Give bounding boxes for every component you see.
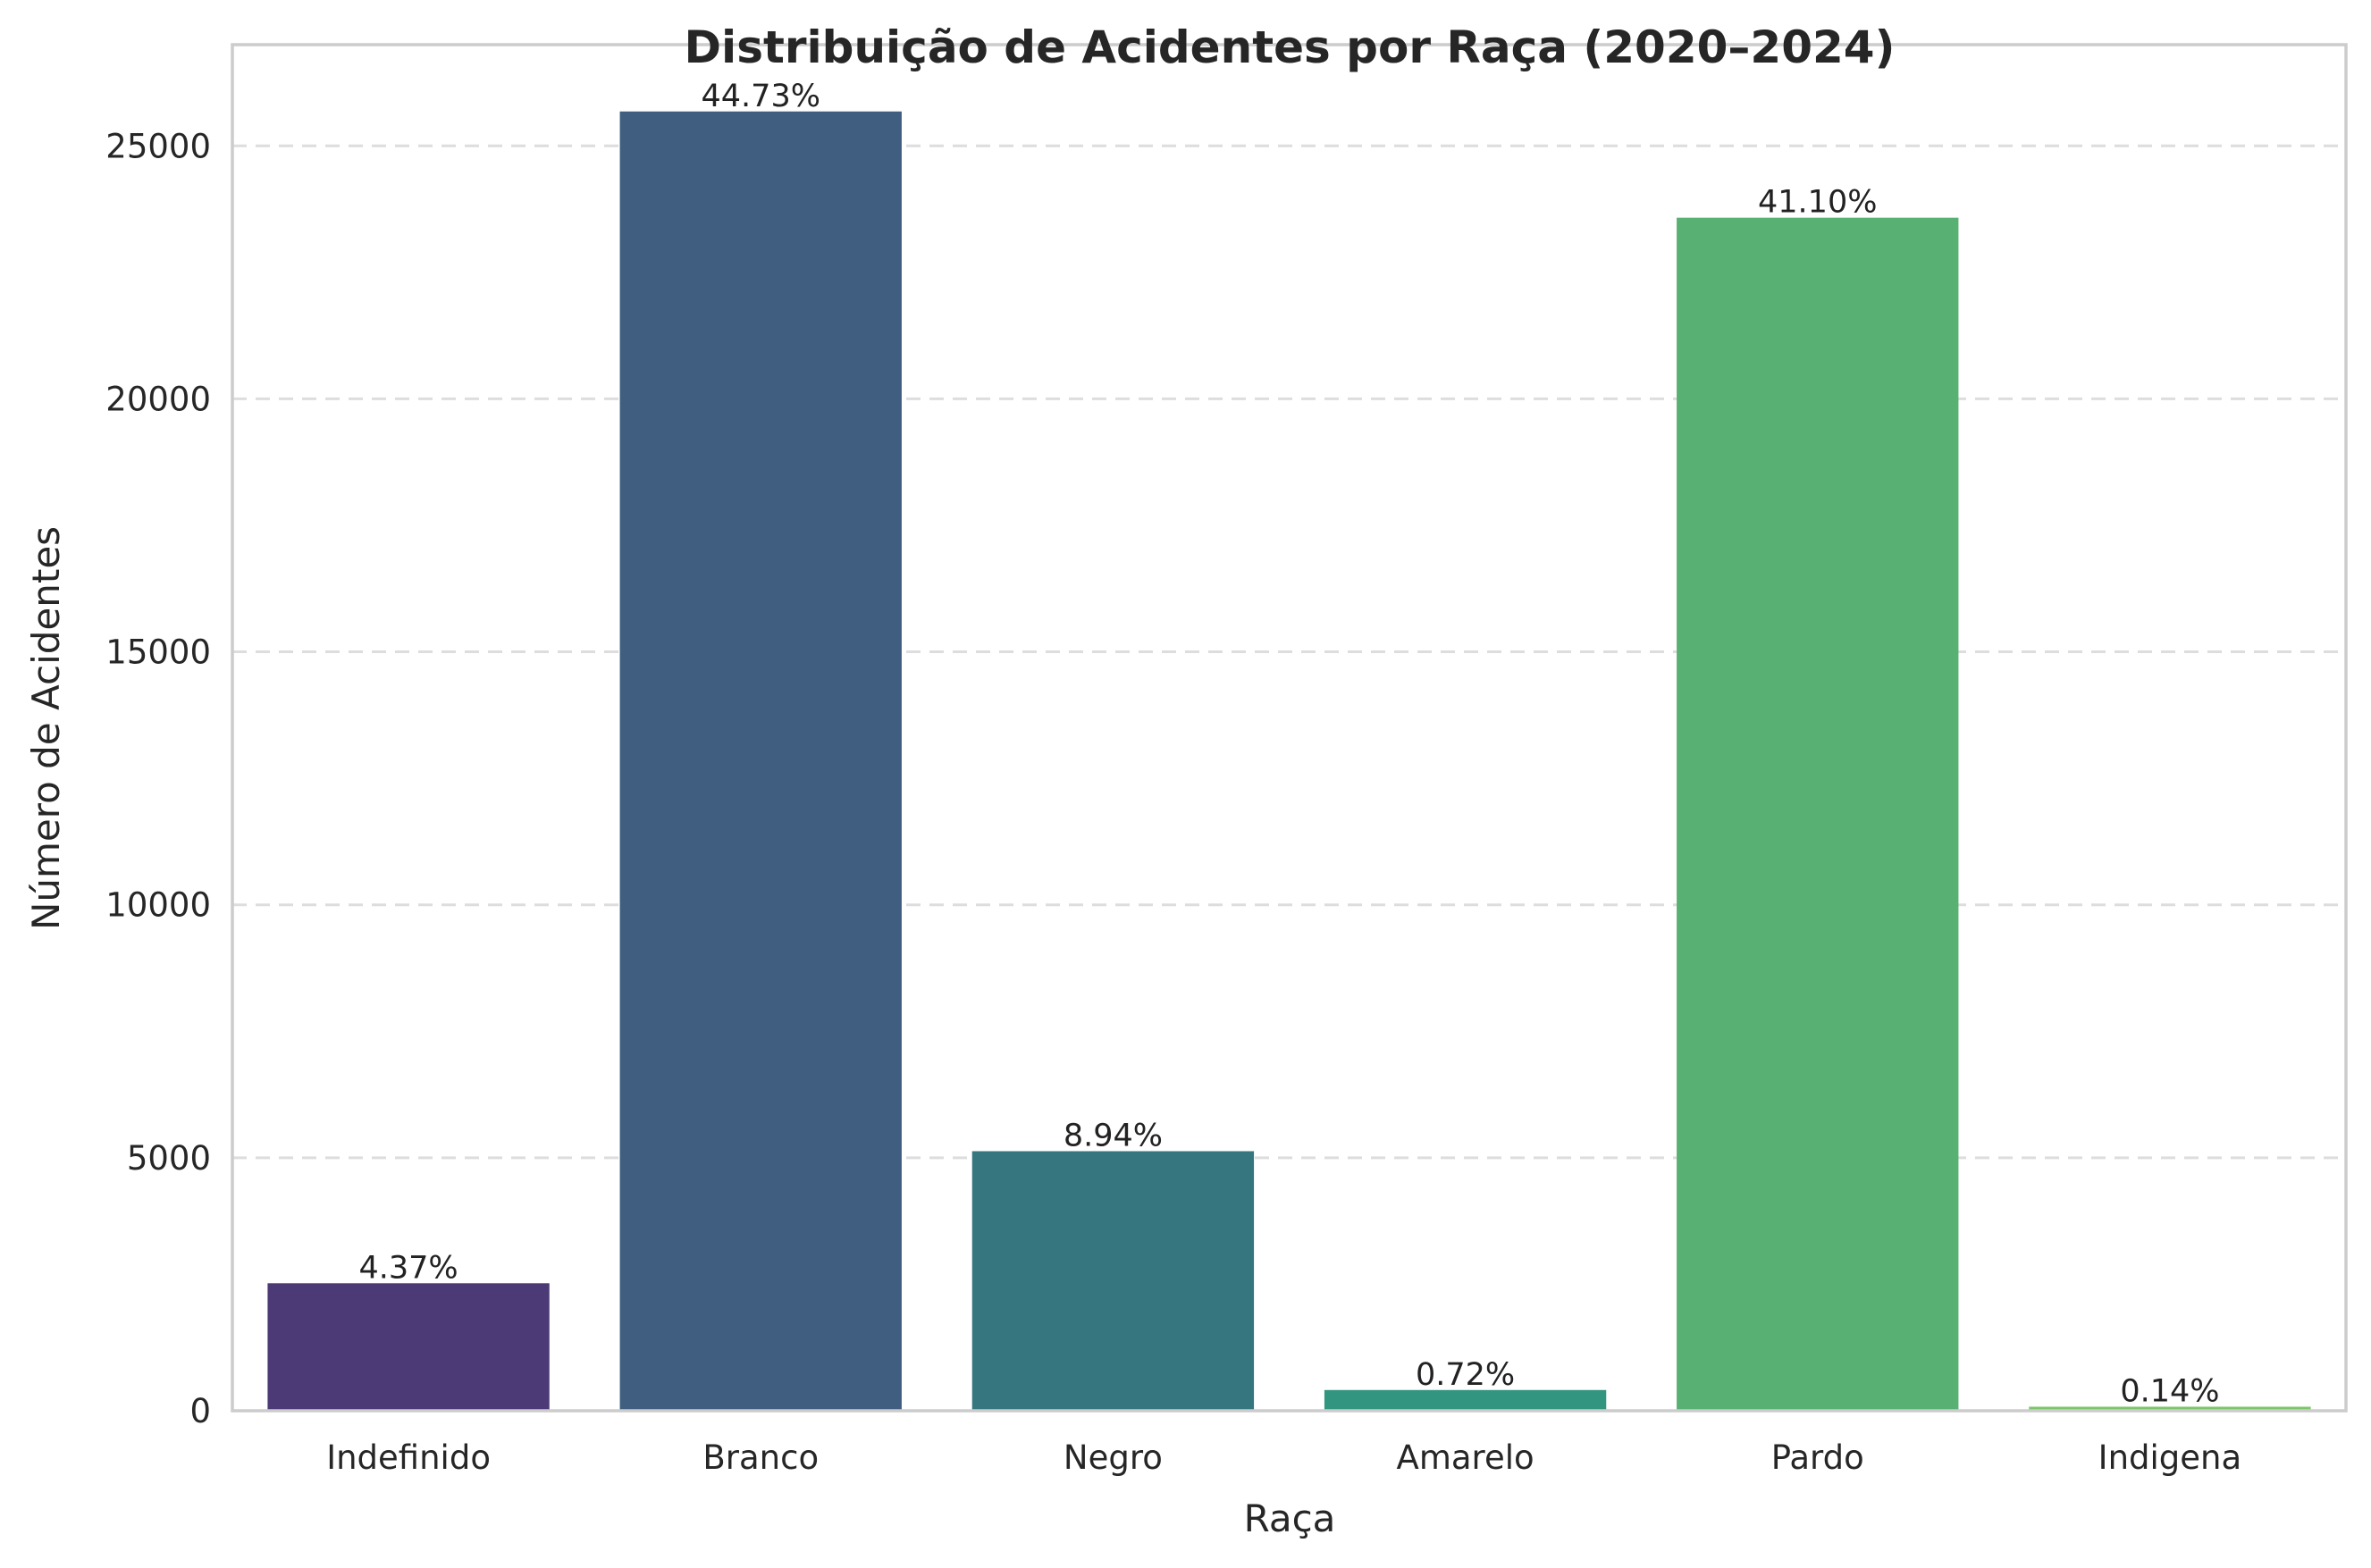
bars xyxy=(267,111,2311,1412)
plot-frame xyxy=(231,43,2348,1413)
x-tick-label: Amarelo xyxy=(1397,1438,1534,1477)
data-label: 8.94% xyxy=(1064,1118,1163,1153)
bar-amarelo xyxy=(1324,1389,1607,1411)
gridlines xyxy=(232,144,2346,1160)
chart-title: Distribuição de Acidentes por Raça (2020… xyxy=(685,21,1896,73)
bar-indefinido xyxy=(267,1283,550,1411)
y-tick-label: 20000 xyxy=(105,380,211,418)
y-axis-label: Número de Acidentes xyxy=(24,526,68,930)
bar-indigena xyxy=(2029,1406,2311,1411)
bar-pardo xyxy=(1677,217,1959,1411)
y-tick-label: 25000 xyxy=(105,127,211,165)
bar-negro xyxy=(971,1151,1255,1411)
x-tick-label: Indefinido xyxy=(326,1438,491,1477)
x-axis-label: Raça xyxy=(1244,1497,1336,1540)
y-tick-label: 5000 xyxy=(127,1139,211,1178)
y-tick-label: 0 xyxy=(189,1392,211,1430)
x-tick-label: Negro xyxy=(1064,1438,1163,1477)
data-label: 44.73% xyxy=(702,79,820,114)
bar-branco xyxy=(619,111,902,1412)
y-tick-label: 15000 xyxy=(105,633,211,672)
data-label: 0.14% xyxy=(2120,1373,2219,1409)
x-tick-label: Branco xyxy=(702,1438,819,1477)
x-tick-label: Pardo xyxy=(1771,1438,1864,1477)
x-tick-label: Indigena xyxy=(2098,1438,2242,1477)
x-axis-ticks: Indefinido Branco Negro Amarelo Pardo Indigen… xyxy=(326,1438,2241,1477)
data-labels: 4.37% 44.73% 8.94% 0.72% 41.10% 0.14% xyxy=(358,79,2219,1410)
data-label: 0.72% xyxy=(1416,1357,1515,1393)
data-label: 4.37% xyxy=(358,1250,458,1286)
y-tick-label: 10000 xyxy=(105,886,211,925)
data-label: 41.10% xyxy=(1758,185,1877,221)
y-axis-ticks: 0 5000 10000 15000 20000 25000 xyxy=(105,127,211,1430)
